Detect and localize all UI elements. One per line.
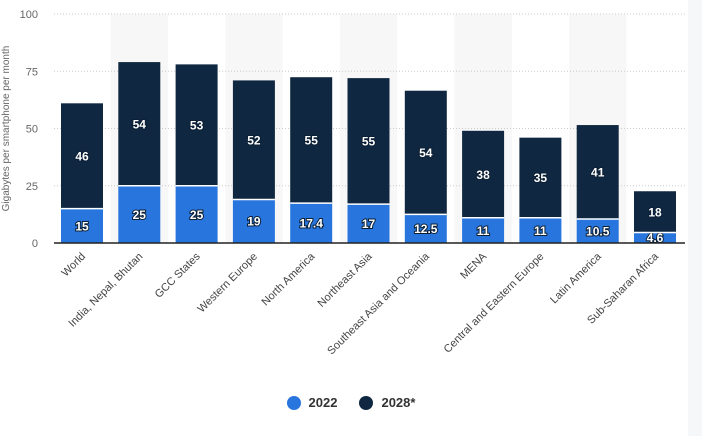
- data-label: 25: [190, 208, 204, 222]
- data-label: 18: [648, 205, 662, 219]
- data-label: 53: [190, 119, 204, 133]
- data-label: 17: [362, 217, 376, 231]
- legend-item-2022[interactable]: 2022: [286, 395, 338, 410]
- bar-2022: [61, 208, 103, 243]
- x-tick-label: Southeast Asia and Oceania: [325, 250, 432, 357]
- legend-label: 2028*: [381, 395, 416, 410]
- y-tick-label: 75: [26, 66, 38, 78]
- y-tick-label: 25: [26, 181, 38, 193]
- bar-2022: [404, 214, 447, 243]
- x-tick-label: Central and Eastern Europe: [442, 251, 547, 356]
- y-tick-label: 50: [26, 124, 38, 136]
- data-label: 4.6: [647, 231, 664, 245]
- legend-item-2028[interactable]: 2028*: [359, 395, 415, 410]
- bar-2028*: [404, 90, 447, 215]
- bar-2022: [175, 185, 218, 243]
- legend-marker: [286, 395, 301, 410]
- bar-2028*: [175, 64, 218, 186]
- bar-2028*: [462, 130, 505, 218]
- data-label: 17.4: [300, 217, 324, 231]
- bar-2028*: [347, 78, 390, 205]
- data-label: 10.5: [586, 224, 610, 238]
- bar-2028*: [61, 103, 103, 209]
- data-label: 35: [534, 171, 548, 185]
- data-label: 54: [133, 117, 147, 131]
- legend-label: 2022: [308, 395, 338, 410]
- bar-2028*: [290, 77, 333, 204]
- x-tick-label: World: [59, 251, 88, 280]
- data-label: 12.5: [414, 222, 438, 236]
- data-label: 38: [476, 168, 490, 182]
- bar-2028*: [576, 125, 619, 219]
- bar-2022: [232, 199, 275, 243]
- data-label: 46: [75, 149, 89, 163]
- x-tick-label: Western Europe: [195, 251, 260, 316]
- data-label: 55: [305, 134, 319, 148]
- bar-2028*: [634, 191, 676, 233]
- data-label: 11: [477, 224, 490, 238]
- data-label: 55: [362, 135, 376, 149]
- bar-2022: [347, 204, 390, 243]
- x-tick-label: Northeast Asia: [316, 250, 376, 310]
- bar-2022: [462, 217, 505, 243]
- y-tick-label: 100: [20, 9, 38, 21]
- x-tick-label: GCC States: [153, 250, 203, 300]
- data-label: 19: [247, 215, 261, 229]
- data-label: 52: [247, 133, 261, 147]
- scroll-edge: [688, 0, 702, 436]
- bar-2022: [634, 232, 676, 243]
- data-label: 15: [75, 219, 89, 233]
- y-axis-title: Gigabytes per smartphone per month: [1, 46, 12, 212]
- bar-2028*: [519, 137, 562, 218]
- x-tick-label: North America: [260, 250, 318, 308]
- data-label: 11: [534, 224, 547, 238]
- legend: 2022 2028*: [0, 395, 702, 410]
- legend-marker: [359, 395, 374, 410]
- y-tick-label: 0: [32, 238, 38, 250]
- bar-2022: [519, 217, 562, 243]
- bar-2022: [118, 185, 161, 243]
- data-label: 54: [419, 146, 433, 160]
- bar-2028*: [118, 62, 161, 186]
- bar-2028*: [232, 80, 275, 200]
- x-tick-label: MENA: [458, 250, 489, 281]
- data-label: 25: [133, 208, 147, 222]
- data-label: 41: [591, 166, 605, 180]
- bar-2022: [576, 218, 619, 243]
- x-tick-label: Latin America: [548, 250, 604, 306]
- bar-2022: [290, 203, 333, 243]
